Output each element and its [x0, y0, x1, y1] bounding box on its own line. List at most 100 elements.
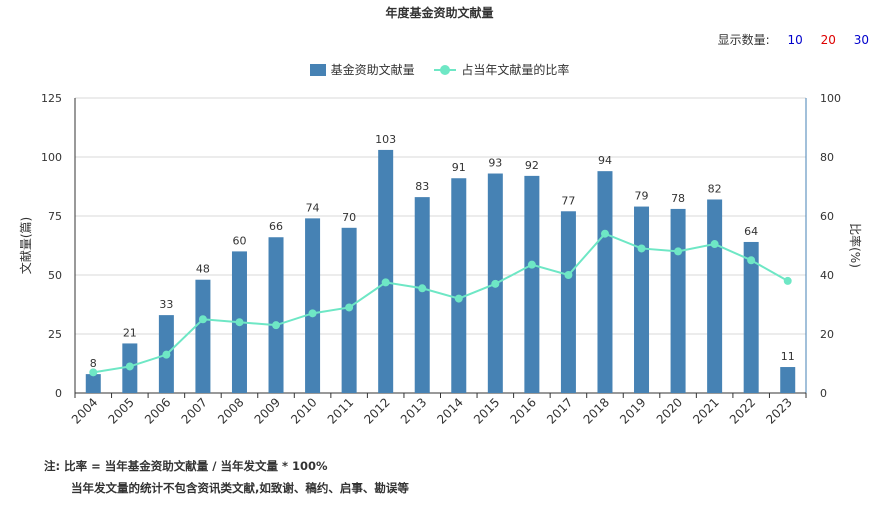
bar-value-label: 103 [375, 133, 396, 146]
bar [780, 367, 796, 393]
x-tick-label: 2011 [325, 395, 356, 426]
y2-tick-label: 100 [820, 92, 841, 105]
bar [378, 149, 394, 393]
x-tick-label: 2019 [617, 395, 648, 426]
x-tick-label: 2004 [69, 395, 100, 426]
bar [451, 178, 467, 393]
bar-value-label: 93 [488, 157, 502, 170]
x-tick-label: 2016 [507, 395, 538, 426]
ratio-point [89, 368, 98, 377]
bar-value-label: 64 [744, 225, 758, 238]
chart-notes: 注: 比率 = 当年基金资助文献量 / 当年发文量 * 100% 当年发文量的统… [44, 455, 409, 499]
bar-value-label: 91 [452, 161, 466, 174]
ratio-point [783, 276, 792, 285]
legend-line-label: 占当年文献量的比率 [461, 63, 570, 77]
display-count-option-30[interactable]: 30 [853, 33, 869, 47]
ratio-point [125, 362, 134, 371]
note-line-2: 当年发文量的统计不包含资讯类文献,如致谢、稿约、启事、勘误等 [71, 481, 409, 495]
display-count-selector: 显示数量: 10 20 30 [718, 31, 869, 48]
bar-value-label: 83 [415, 180, 429, 193]
bar-value-label: 66 [269, 220, 283, 233]
bar-value-label: 94 [598, 154, 612, 167]
ratio-point [198, 315, 207, 324]
ratio-point [564, 271, 573, 279]
x-tick-label: 2018 [581, 395, 612, 426]
ratio-point [235, 318, 244, 327]
bar [707, 199, 723, 393]
bar [85, 374, 101, 393]
legend-item-bar[interactable]: 基金资助文献量 [309, 61, 415, 78]
y-tick-label: 75 [48, 210, 62, 223]
ratio-point [345, 303, 354, 312]
x-tick-label: 2009 [252, 395, 283, 426]
bar [670, 208, 686, 393]
x-tick-label: 2008 [215, 395, 246, 426]
note-line-1: 注: 比率 = 当年基金资助文献量 / 当年发文量 * 100% [44, 459, 328, 473]
ratio-point [674, 247, 683, 256]
ratio-point [637, 244, 646, 253]
legend-bar-swatch [309, 64, 326, 76]
y-tick-label: 100 [41, 151, 62, 164]
ratio-point [381, 278, 390, 287]
bar-value-label: 70 [342, 211, 356, 224]
bar-value-label: 78 [671, 192, 685, 205]
y-axis-title: 文献量(篇) [18, 217, 33, 274]
y2-axis-title: 比率(%) [848, 223, 863, 268]
display-count-label: 显示数量: [717, 33, 770, 47]
y2-tick-label: 80 [820, 151, 834, 164]
bar [524, 175, 540, 393]
ratio-point [308, 309, 317, 318]
ratio-point [527, 260, 536, 269]
x-tick-label: 2005 [105, 395, 136, 426]
ratio-line [93, 232, 789, 374]
x-tick-label: 2014 [434, 395, 465, 426]
x-tick-label: 2015 [471, 395, 502, 426]
bar-value-label: 79 [635, 190, 649, 203]
x-tick-label: 2013 [398, 395, 429, 426]
legend-line-swatch [434, 64, 457, 76]
bar [560, 211, 576, 393]
ratio-point [162, 350, 171, 359]
bar [743, 241, 759, 393]
bar [195, 279, 211, 393]
bar-value-label: 11 [781, 350, 795, 363]
y2-tick-label: 60 [820, 210, 834, 223]
chart-title: 年度基金资助文献量 [385, 6, 494, 20]
display-count-option-10[interactable]: 10 [787, 33, 803, 47]
chart-plot: 0 25 50 75 100 125 0 20 40 60 80 100 文献量(篇) 比率(%) 8 200… [18, 92, 863, 427]
bar [268, 237, 284, 393]
bar [597, 171, 613, 393]
x-tick-label: 2022 [727, 395, 758, 426]
x-tick-label: 2010 [288, 395, 319, 426]
bar-value-label: 48 [196, 263, 210, 276]
ratio-point [272, 321, 281, 330]
bar [634, 206, 650, 393]
ratio-point [454, 294, 463, 303]
x-tick-label: 2020 [654, 395, 685, 426]
y2-tick-label: 40 [820, 269, 834, 282]
chart-legend: 基金资助文献量 占当年文献量的比率 [0, 61, 879, 78]
x-tick-label: 2017 [544, 395, 575, 426]
x-tick-label: 2006 [142, 395, 173, 426]
bar-value-label: 82 [708, 182, 722, 195]
bar-value-label: 92 [525, 159, 539, 172]
bar-value-label: 21 [123, 326, 137, 339]
display-count-option-20[interactable]: 20 [820, 33, 836, 47]
y-tick-label: 0 [55, 387, 62, 400]
bar [305, 218, 321, 393]
x-tick-label: 2007 [179, 395, 210, 426]
legend-item-line[interactable]: 占当年文献量的比率 [434, 61, 569, 78]
bar-value-label: 33 [159, 298, 173, 311]
y2-tick-label: 0 [820, 387, 827, 400]
ratio-point [600, 229, 609, 238]
y-tick-label: 125 [41, 92, 62, 105]
y-tick-label: 50 [48, 269, 62, 282]
bar-value-label: 8 [90, 357, 97, 370]
ratio-point [747, 256, 756, 265]
bar-value-label: 77 [561, 194, 575, 207]
legend-bar-label: 基金资助文献量 [330, 63, 415, 77]
x-tick-label: 2023 [763, 395, 794, 426]
ratio-point [710, 240, 719, 249]
y2-tick-label: 20 [820, 328, 834, 341]
bar [414, 197, 430, 393]
